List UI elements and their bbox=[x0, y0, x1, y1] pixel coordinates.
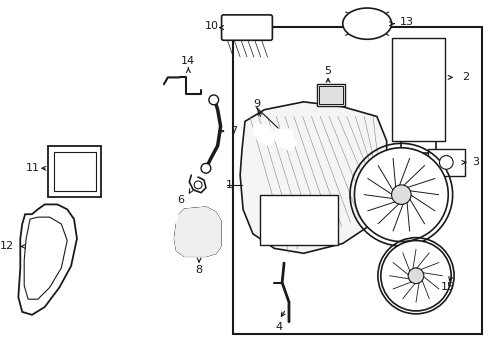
Bar bbox=[53, 152, 95, 191]
Text: 9: 9 bbox=[253, 99, 260, 109]
Bar bbox=[233, 27, 482, 334]
Circle shape bbox=[354, 148, 447, 242]
Text: 13: 13 bbox=[399, 17, 412, 27]
Ellipse shape bbox=[342, 8, 391, 39]
Text: 4: 4 bbox=[275, 321, 282, 332]
Polygon shape bbox=[174, 207, 220, 256]
Text: 11: 11 bbox=[26, 163, 40, 173]
Bar bbox=[47, 146, 101, 197]
Text: 12: 12 bbox=[0, 242, 14, 251]
Text: 5: 5 bbox=[324, 66, 331, 76]
Text: 7: 7 bbox=[230, 126, 237, 136]
Bar bbox=[427, 149, 464, 176]
Text: 1: 1 bbox=[226, 180, 233, 190]
Bar bbox=[259, 195, 337, 246]
Polygon shape bbox=[24, 217, 67, 299]
FancyBboxPatch shape bbox=[221, 15, 272, 40]
Polygon shape bbox=[252, 123, 274, 146]
Text: 2: 2 bbox=[461, 72, 468, 82]
Circle shape bbox=[380, 240, 450, 311]
Circle shape bbox=[407, 268, 423, 284]
Circle shape bbox=[194, 181, 202, 189]
Circle shape bbox=[208, 95, 218, 105]
Bar bbox=[317, 84, 344, 106]
Text: 15: 15 bbox=[440, 283, 453, 292]
Polygon shape bbox=[274, 129, 295, 151]
Text: 10: 10 bbox=[204, 21, 218, 31]
Polygon shape bbox=[18, 204, 77, 315]
Text: 6: 6 bbox=[177, 194, 184, 204]
Text: 8: 8 bbox=[195, 265, 202, 275]
Text: 14: 14 bbox=[181, 56, 195, 66]
Circle shape bbox=[439, 156, 452, 169]
Text: 3: 3 bbox=[471, 157, 478, 167]
Circle shape bbox=[391, 185, 410, 204]
Bar bbox=[319, 86, 342, 104]
Circle shape bbox=[201, 163, 210, 173]
Polygon shape bbox=[240, 102, 386, 253]
Bar bbox=[391, 38, 445, 141]
